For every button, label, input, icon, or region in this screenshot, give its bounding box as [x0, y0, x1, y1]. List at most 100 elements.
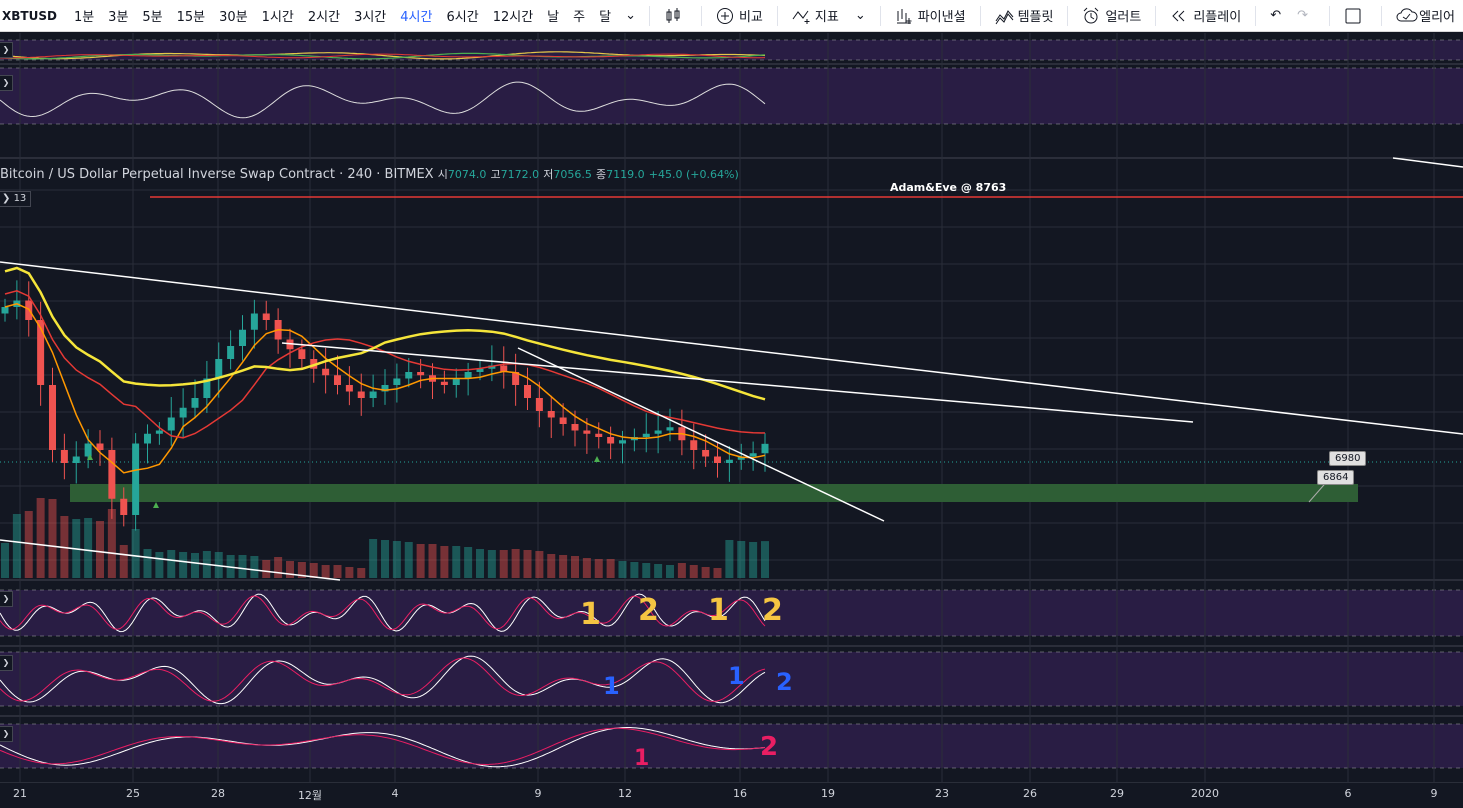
volume-group [1, 498, 769, 578]
candle-body [369, 391, 377, 398]
volume-bar [48, 499, 57, 578]
interval-3m[interactable]: 3분 [108, 10, 129, 25]
x-tick-label: 25 [126, 787, 140, 800]
candle-body [488, 365, 496, 369]
volume-bar [191, 553, 199, 578]
interval-4h[interactable]: 4시간 [400, 10, 433, 25]
volume-bar [511, 549, 520, 578]
templates-label: 템플릿 [1017, 10, 1054, 25]
candle-body [559, 417, 567, 424]
redo-icon: ↷ [1297, 8, 1308, 23]
candle-body [476, 368, 484, 372]
chart-type-button[interactable] [656, 7, 695, 25]
trendline-mid [281, 342, 1194, 423]
undo-button[interactable]: ↶ [1262, 8, 1289, 23]
interval-30m[interactable]: 30분 [219, 10, 248, 25]
legend-title[interactable]: Bitcoin / US Dollar Perpetual Inverse Sw… [0, 167, 434, 182]
fullscreen-button[interactable] [1336, 7, 1375, 25]
candle-body [120, 498, 128, 515]
interval-day[interactable]: 날 [547, 10, 560, 25]
candle-body [749, 453, 757, 457]
redo-button[interactable]: ↷ [1289, 8, 1316, 23]
interval-1m[interactable]: 1분 [73, 10, 95, 25]
ma-yellow-line [4, 266, 766, 401]
volume-bar [297, 562, 306, 578]
legend-change: +45.0 (+0.64%) [648, 168, 739, 181]
price-chart[interactable]: 1 2 1 21 1 21 2 [0, 33, 1463, 782]
volume-bar [761, 541, 769, 578]
volume-bar [250, 556, 259, 578]
interval-5m[interactable]: 5분 [142, 10, 163, 25]
x-tick-label: 16 [733, 787, 747, 800]
volume-badge[interactable]: ❯ 13 [0, 191, 32, 207]
templates-button[interactable]: 템플릿 [987, 6, 1062, 25]
alarm-clock-icon [1082, 7, 1100, 25]
interval-12h[interactable]: 12시간 [492, 10, 534, 25]
candle-body [583, 430, 591, 434]
toolbar-divider [648, 5, 650, 26]
volume-bar [392, 541, 401, 578]
candle-body [227, 346, 235, 359]
trendline-low [0, 539, 341, 581]
candle-body [96, 443, 104, 450]
support-zone [70, 484, 1358, 502]
compare-label: 비교 [738, 10, 763, 25]
oscillator-band [0, 40, 1463, 60]
buy-signal-marker [153, 502, 159, 508]
x-tick-label: 21 [13, 787, 27, 800]
volume-bar [107, 509, 116, 578]
legend-high-value: 7172.0 [500, 168, 540, 181]
volume-bar [179, 552, 188, 578]
symbol-label[interactable]: XBTUSD [2, 8, 57, 23]
candle-body [357, 391, 365, 398]
indicators-button[interactable]: 지표 ⌄ [784, 6, 874, 25]
alert-right-label: 엘리어 [1419, 10, 1455, 25]
volume-bar [274, 557, 283, 578]
candle-body [239, 329, 246, 346]
panel-collapse-button[interactable]: ❯ [0, 655, 13, 671]
interval-dropdown-icon[interactable]: ⌄ [625, 8, 636, 23]
volume-bar [701, 567, 710, 578]
legend-low-value: 7056.5 [553, 168, 592, 181]
square-icon [1344, 7, 1362, 25]
annotation-mark: 1 [728, 662, 745, 690]
replay-button[interactable]: 리플레이 [1162, 6, 1249, 25]
interval-2h[interactable]: 2시간 [307, 10, 341, 25]
volume-bar [321, 565, 330, 578]
rewind-icon [1170, 7, 1188, 25]
ma-red-line [4, 290, 766, 439]
interval-week[interactable]: 주 [573, 10, 586, 25]
panel-collapse-button[interactable]: ❯ [0, 726, 13, 742]
candle-body [607, 437, 615, 444]
price-label-lower[interactable]: 6864 [1317, 470, 1355, 485]
interval-month[interactable]: 달 [599, 10, 612, 25]
interval-1h[interactable]: 1시간 [261, 10, 294, 25]
candle-body [310, 359, 318, 369]
price-label-upper[interactable]: 6980 [1329, 451, 1367, 466]
volume-bar [24, 511, 33, 578]
candle-body [535, 398, 543, 411]
alert-button[interactable]: 얼러트 [1074, 6, 1149, 25]
compare-button[interactable]: 비교 [708, 6, 771, 25]
panel-collapse-button[interactable]: ❯ [0, 591, 13, 607]
interval-6h[interactable]: 6시간 [446, 10, 479, 25]
x-tick-label: 19 [821, 787, 835, 800]
chevron-down-icon[interactable]: ⌄ [854, 8, 866, 23]
interval-3h[interactable]: 3시간 [354, 10, 387, 25]
candles-group [1, 280, 769, 531]
volume-bar [618, 561, 627, 578]
top-oscillator-red [0, 53, 766, 59]
cloud-save-button[interactable]: 엘리어 [1388, 6, 1463, 25]
panel-collapse-button[interactable]: ❯ [0, 42, 13, 58]
indicator-wave-icon [792, 7, 810, 25]
candle-body [179, 407, 187, 418]
stoch-slow-line [0, 595, 766, 631]
top-oscillator-green [0, 52, 766, 60]
candle-body [393, 378, 401, 385]
financials-button[interactable]: 파이낸셜 [887, 6, 974, 25]
candle-body [725, 459, 733, 463]
volume-bar [440, 546, 449, 578]
interval-15m[interactable]: 15분 [176, 10, 206, 25]
volume-bar [452, 546, 461, 578]
panel-collapse-button[interactable]: ❯ [0, 75, 13, 91]
